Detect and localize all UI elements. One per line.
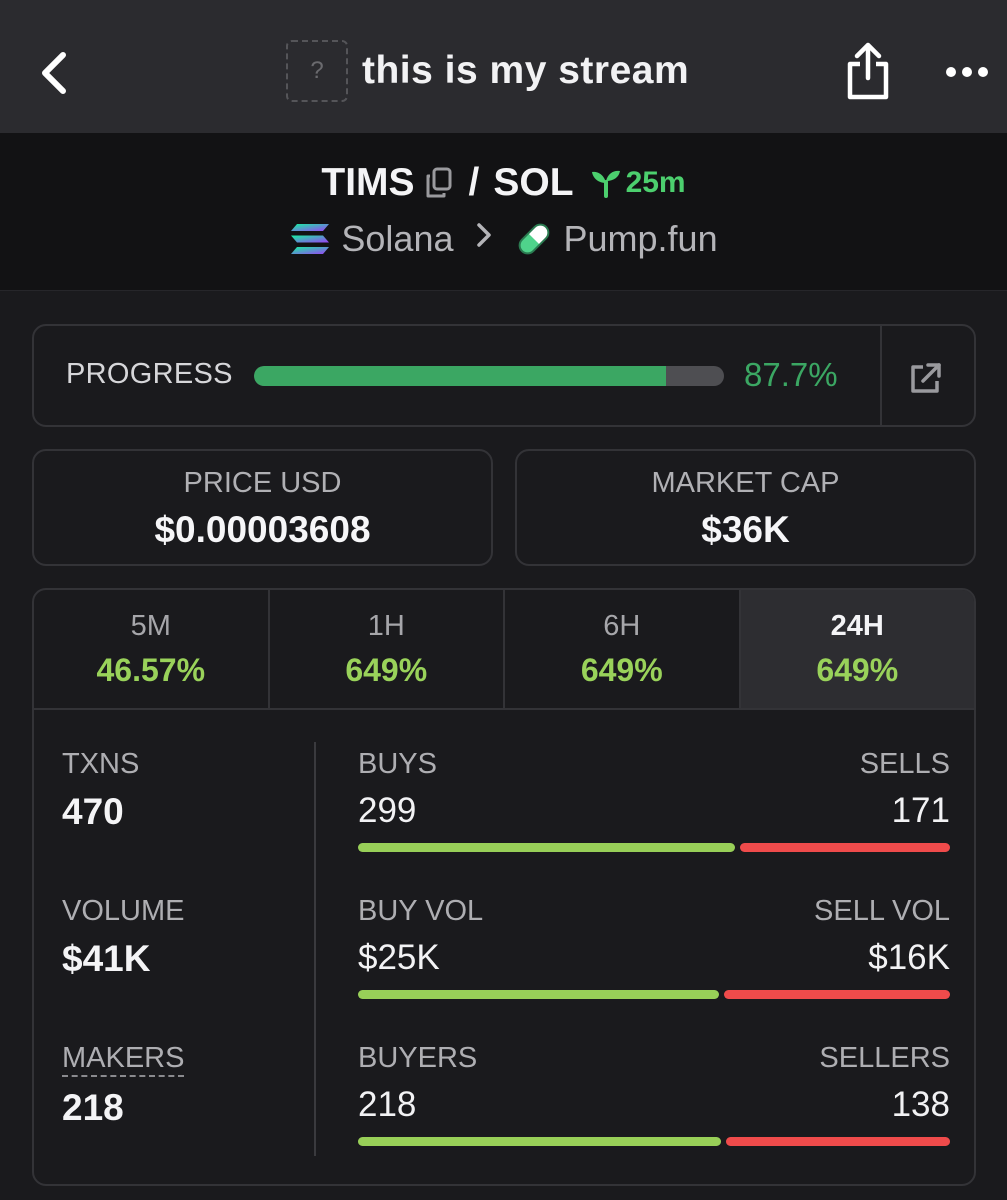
tab-6h[interactable]: 6H 649% [505,590,741,708]
tab-label: 6H [603,610,641,642]
sell-vol-label: SELL VOL [814,895,950,927]
sellers-label: SELLERS [819,1042,950,1074]
base-token-symbol: TIMS [321,161,415,204]
share-button[interactable] [842,40,894,102]
open-external-button[interactable] [906,358,946,398]
page-title: this is my stream [362,49,690,92]
chevron-right-icon [476,222,492,256]
sells-label: SELLS [859,748,950,780]
tab-label: 1H [367,610,405,642]
volume-value: $41K [62,938,151,979]
price-usd-card: PRICE USD $0.00003608 [32,449,493,566]
buys-sells-split: BUYS SELLS 299 171 [358,748,950,852]
timeframe-tabs: 5M 46.57% 1H 649% 6H 649% 24H 649% [34,590,974,710]
more-options-button[interactable] [940,52,994,92]
txns-stat: TXNS 470 [62,748,139,833]
back-button[interactable] [34,48,74,98]
pair-separator: / [468,161,480,204]
pair-row: TIMS / SOL 25m [0,157,1007,209]
copy-icon [426,167,452,198]
volume-label: VOLUME [62,895,185,927]
makers-value: 218 [62,1087,124,1128]
sell-ratio-fill [723,990,950,999]
stream-title-group: ? this is my stream [286,40,689,102]
buyers-sellers-ratio-bar [358,1137,950,1146]
tab-change-value: 649% [345,652,428,688]
buy-ratio-fill [358,843,735,852]
volume-stat: VOLUME $41K [62,895,184,980]
tab-24h[interactable]: 24H 649% [740,590,974,708]
buy-ratio-fill [358,1137,721,1146]
sells-value: 171 [891,791,950,830]
tab-5m[interactable]: 5M 46.57% [34,590,270,708]
buyers-value: 218 [358,1085,417,1124]
txns-value: 470 [62,791,124,832]
divider [314,742,316,1156]
chain-breadcrumb: Solana Pump.fun [0,217,1007,261]
tab-change-value: 649% [580,652,663,688]
pair-age-text: 25m [625,166,686,199]
sell-ratio-fill [739,843,950,852]
quote-token-symbol: SOL [493,161,574,204]
pair-age-badge: 25m [590,166,686,200]
tab-label: 24H [830,610,884,642]
transaction-stats-card: 5M 46.57% 1H 649% 6H 649% 24H 649% TXNS … [32,588,976,1186]
tab-label: 5M [130,610,171,642]
makers-stat: MAKERS 218 [62,1042,185,1129]
progress-label: PROGRESS [66,358,233,390]
txns-label: TXNS [62,748,140,780]
avatar-placeholder: ? [286,40,348,102]
tab-change-value: 649% [816,652,899,688]
volume-ratio-bar [358,990,950,999]
sell-vol-value: $16K [868,938,950,977]
buys-sells-ratio-bar [358,843,950,852]
buy-ratio-fill [358,990,719,999]
tab-1h[interactable]: 1H 649% [270,590,505,708]
share-icon [847,42,889,100]
volume-split: BUY VOL SELL VOL $25K $16K [358,895,950,999]
buy-vol-label: BUY VOL [358,895,484,927]
progress-value: 87.7% [744,356,838,393]
price-usd-value: $0.00003608 [154,509,371,550]
progress-bar-fill [254,366,667,386]
pill-icon [518,223,549,255]
pair-header: TIMS / SOL 25m [0,133,1007,291]
external-link-icon [911,363,941,393]
market-cap-label: MARKET CAP [651,467,840,499]
sellers-value: 138 [891,1085,950,1124]
divider [880,326,882,425]
sell-ratio-fill [725,1137,950,1146]
more-horizontal-icon [946,67,988,77]
buys-value: 299 [358,791,417,830]
dex-name[interactable]: Pump.fun [563,218,718,259]
market-cap-card: MARKET CAP $36K [515,449,976,566]
price-usd-label: PRICE USD [183,467,342,499]
chain-name[interactable]: Solana [341,218,454,259]
buys-label: BUYS [358,748,437,780]
market-cap-value: $36K [701,509,790,550]
progress-bar [254,366,724,386]
solana-logo-icon [291,224,330,254]
makers-label[interactable]: MAKERS [62,1044,185,1077]
top-nav-bar: ? this is my stream [0,0,1007,133]
buyers-label: BUYERS [358,1042,478,1074]
copy-address-button[interactable] [425,167,453,199]
bonding-progress-card: PROGRESS 87.7% [32,324,976,427]
buyers-sellers-split: BUYERS SELLERS 218 138 [358,1042,950,1146]
seedling-icon [591,170,620,198]
chevron-left-icon [42,52,66,94]
buy-vol-value: $25K [358,938,440,977]
tab-change-value: 46.57% [96,652,206,688]
